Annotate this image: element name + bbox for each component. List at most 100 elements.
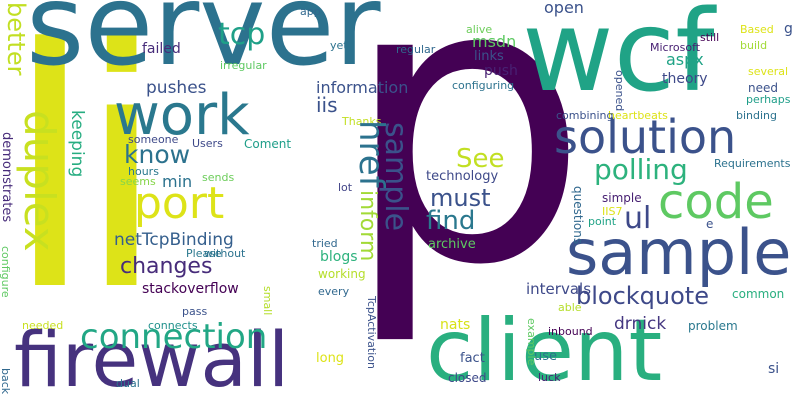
cloud-word: Thanks	[342, 115, 382, 128]
cloud-word: problem	[688, 319, 738, 333]
cloud-word: polling	[594, 153, 688, 186]
cloud-word: needed	[22, 319, 64, 332]
cloud-word: several	[748, 65, 789, 78]
cloud-word: links	[474, 49, 504, 64]
cloud-word: someone	[128, 133, 179, 146]
cloud-word: lot	[338, 181, 353, 194]
cloud-word: sends	[202, 171, 235, 184]
cloud-word: drnick	[614, 314, 667, 334]
cloud-word: yet	[330, 39, 348, 52]
cloud-word: simple	[602, 191, 642, 205]
cloud-word: server	[26, 0, 381, 91]
cloud-word: long	[316, 351, 345, 366]
cloud-word: href	[351, 120, 391, 188]
cloud-word: heartbeats	[608, 109, 668, 122]
cloud-word: app	[300, 5, 321, 18]
cloud-word: build	[740, 39, 768, 52]
cloud-word: inform	[355, 190, 380, 262]
cloud-word: must	[430, 184, 491, 212]
cloud-word: configuring	[452, 79, 515, 92]
cloud-word: si	[768, 361, 780, 377]
cloud-word: small	[261, 286, 274, 316]
cloud-word: msdn	[472, 32, 517, 51]
cloud-word: solution	[554, 110, 737, 164]
cloud-word: use	[534, 349, 558, 364]
cloud-word: hours	[128, 165, 159, 178]
cloud-word: firewall	[14, 315, 290, 400]
cloud-word: nats	[440, 317, 471, 333]
cloud-word: irregular	[220, 59, 267, 72]
cloud-word: Based	[740, 23, 774, 36]
cloud-word: regular	[396, 43, 436, 56]
cloud-word: sample	[378, 122, 413, 232]
cloud-word: g	[784, 21, 793, 37]
cloud-word: tried	[312, 237, 338, 250]
cloud-word: min	[162, 172, 193, 191]
cloud-word: IIS7	[602, 205, 623, 218]
cloud-word: blockquote	[576, 282, 709, 310]
cloud-word: Users	[192, 137, 223, 150]
cloud-word: information	[316, 78, 409, 97]
cloud-word: opened	[613, 70, 626, 112]
cloud-word: closed	[448, 371, 487, 385]
cloud-word: TcpActivation	[365, 296, 378, 369]
cloud-word: duplex	[15, 110, 64, 252]
cloud-word: able	[558, 301, 582, 314]
cloud-word: working	[318, 267, 366, 281]
cloud-word: point	[588, 215, 617, 228]
cloud-word: find	[426, 206, 476, 236]
cloud-word: iis	[316, 93, 338, 117]
cloud-word: demonstrates	[0, 132, 14, 223]
cloud-word: questions	[571, 186, 585, 245]
cloud-word: keeping	[67, 110, 87, 178]
cloud-word: Coment	[244, 137, 292, 151]
cloud-word: sample	[566, 216, 792, 289]
cloud-word: technology	[426, 169, 499, 184]
cloud-word: work	[114, 83, 250, 148]
cloud-word: stackoverflow	[142, 281, 239, 297]
cloud-word: inbound	[548, 325, 593, 338]
cloud-word: port	[134, 178, 225, 229]
cloud-word: See	[456, 144, 505, 174]
cloud-word: li	[4, 0, 167, 363]
cloud-word: Microsoft	[650, 41, 701, 54]
cloud-word: ul	[624, 201, 652, 236]
cloud-word: every	[318, 285, 350, 298]
cloud-word: without	[204, 247, 246, 260]
cloud-word: configure	[0, 246, 12, 298]
cloud-word: archive	[428, 237, 476, 252]
cloud-word: Please	[186, 247, 222, 260]
cloud-word: know	[124, 140, 191, 169]
cloud-word: open	[544, 0, 584, 17]
cloud-word: alive	[466, 23, 493, 36]
cloud-word: tcp	[218, 17, 266, 52]
cloud-word: push	[484, 63, 518, 79]
cloud-word: aspx	[666, 50, 704, 69]
cloud-word: connects	[148, 319, 198, 332]
cloud-word: perhaps	[746, 93, 791, 106]
cloud-word: client	[426, 301, 663, 400]
cloud-word: need	[748, 81, 778, 95]
cloud-word: pushes	[146, 78, 207, 98]
cloud-word: binding	[736, 109, 778, 122]
cloud-word: example	[525, 318, 538, 366]
cloud-word: e	[706, 217, 714, 231]
cloud-word: dual	[116, 377, 140, 390]
cloud-word: combining	[556, 109, 614, 122]
cloud-word: back	[0, 368, 12, 395]
cloud-word: still	[700, 31, 720, 44]
cloud-word: pass	[182, 305, 208, 318]
cloud-word: netTcpBinding	[114, 230, 234, 250]
cloud-word: wcf	[522, 0, 715, 117]
cloud-word: luck	[538, 371, 561, 384]
cloud-word: Requirements	[714, 157, 791, 170]
cloud-word: fact	[460, 351, 485, 366]
cloud-word: common	[732, 287, 785, 301]
cloud-word: seems	[120, 175, 156, 188]
cloud-word: theory	[662, 71, 708, 87]
cloud-word: changes	[120, 254, 213, 279]
cloud-word: connection	[80, 317, 268, 357]
cloud-word: blogs	[320, 249, 358, 265]
cloud-word: better	[2, 2, 30, 76]
cloud-word: p	[342, 0, 590, 350]
